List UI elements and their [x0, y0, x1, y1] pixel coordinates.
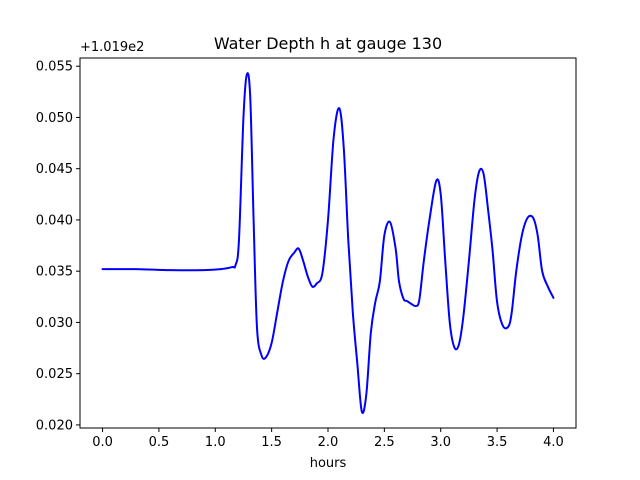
x-axis-label: hours: [310, 456, 347, 471]
y-tick-label: 0.040: [36, 213, 73, 228]
x-tick-label: 2.5: [374, 435, 395, 450]
x-tick-label: 2.0: [318, 435, 339, 450]
y-tick-label: 0.035: [36, 265, 73, 280]
x-tick-label: 0.5: [149, 435, 170, 450]
x-tick-label: 1.0: [205, 435, 226, 450]
plot-area-frame: [79, 57, 577, 429]
x-axis-ticks: 0.0 0.5 1.0 1.5 2.0 2.5 3.0 3.5 4.0: [92, 428, 564, 450]
x-tick-label: 1.5: [261, 435, 282, 450]
y-axis-offset-label: +1.019e2: [80, 40, 144, 55]
x-tick-label: 0.0: [92, 435, 113, 450]
y-axis-ticks: 0.020 0.025 0.030 0.035 0.040 0.045 0.050 0.055: [36, 60, 80, 433]
series-line: [101, 72, 555, 414]
x-tick-label: 4.0: [543, 435, 564, 450]
y-tick-label: 0.050: [36, 111, 73, 126]
y-tick-label: 0.020: [36, 418, 73, 433]
y-tick-label: 0.045: [36, 162, 73, 177]
x-tick-label: 3.5: [487, 435, 508, 450]
chart-title: Water Depth h at gauge 130: [214, 34, 442, 53]
y-tick-label: 0.055: [36, 60, 73, 75]
y-tick-label: 0.025: [36, 367, 73, 382]
y-tick-label: 0.030: [36, 316, 73, 331]
x-tick-label: 3.0: [430, 435, 451, 450]
